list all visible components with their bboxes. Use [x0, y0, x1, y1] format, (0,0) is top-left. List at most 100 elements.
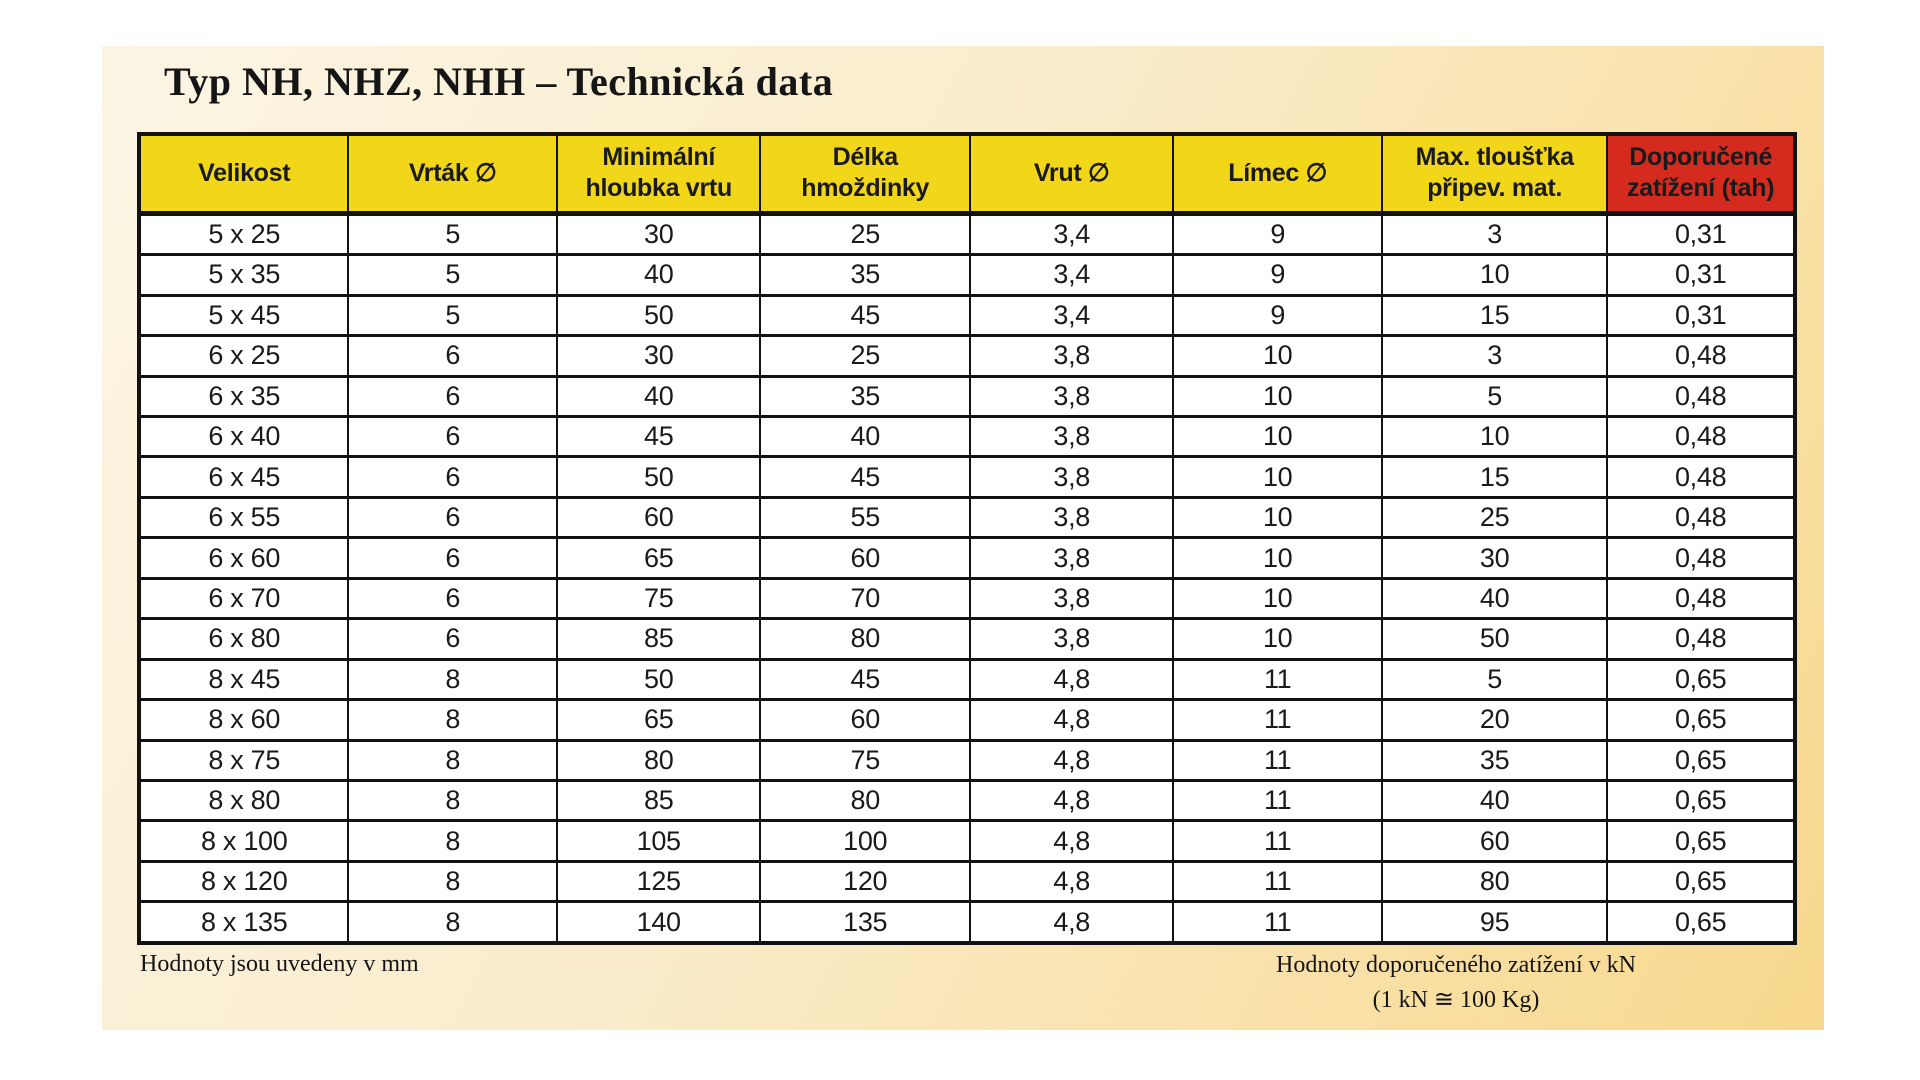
table-cell: 5 x 35: [137, 253, 350, 297]
footer-note-load: Hodnoty doporučeného zatížení v kN (1 kN…: [1150, 948, 1762, 1018]
table-cell: 10: [1172, 334, 1383, 378]
table-cell: 95: [1380, 900, 1609, 945]
table-cell: 140: [555, 900, 762, 945]
column-header: Max. tloušťka připev. mat.: [1380, 132, 1609, 216]
table-cell: 80: [555, 738, 762, 783]
table-row: 8 x 45 8 50 45 4,8 11 5 0,65: [137, 657, 1796, 702]
table-cell: 3,8: [968, 455, 1175, 499]
table-cell: 0,31: [1606, 253, 1796, 297]
table-cell: 11: [1172, 698, 1383, 742]
table-cell: 6: [347, 374, 558, 418]
table-cell: 10: [1172, 576, 1383, 621]
table-cell: 65: [555, 698, 762, 742]
table-cell: 3,8: [968, 536, 1175, 580]
table-cell: 0,48: [1606, 334, 1796, 378]
table-cell: 0,65: [1606, 819, 1796, 863]
table-row: 8 x 120 8 125 120 4,8 11 80 0,65: [137, 859, 1796, 904]
table-cell: 5: [347, 293, 558, 338]
technical-data-table: Velikost Vrták ∅ Minimální hloubka vrtu Dél…: [137, 132, 1797, 945]
table-cell: 8 x 60: [137, 698, 350, 742]
table-cell: 10: [1172, 617, 1383, 661]
column-header: Vrták ∅: [347, 132, 558, 216]
table-cell: 15: [1380, 455, 1609, 499]
column-header: Vrut ∅: [968, 132, 1175, 216]
table-cell: 50: [1380, 617, 1609, 661]
table-cell: 11: [1172, 900, 1383, 945]
table-cell: 9: [1172, 253, 1383, 297]
table-cell: 40: [759, 414, 971, 459]
table-cell: 3: [1380, 334, 1609, 378]
table-cell: 6: [347, 536, 558, 580]
table-row: 6 x 80 6 85 80 3,8 10 50 0,48: [137, 617, 1796, 661]
table-cell: 30: [555, 334, 762, 378]
table-cell: 75: [759, 738, 971, 783]
table-cell: 50: [555, 293, 762, 338]
table-cell: 35: [1380, 738, 1609, 783]
table-cell: 135: [759, 900, 971, 945]
table-cell: 70: [759, 576, 971, 621]
column-header: Minimální hloubka vrtu: [555, 132, 762, 216]
table-cell: 0,65: [1606, 900, 1796, 945]
table-cell: 3,4: [968, 253, 1175, 297]
table-cell: 5: [1380, 657, 1609, 702]
table-cell: 80: [759, 617, 971, 661]
table-cell: 35: [759, 374, 971, 418]
table-row: 5 x 35 5 40 35 3,4 9 10 0,31: [137, 253, 1796, 297]
table-cell: 4,8: [968, 900, 1175, 945]
table-cell: 4,8: [968, 698, 1175, 742]
table-cell: 3,8: [968, 334, 1175, 378]
table-cell: 105: [555, 819, 762, 863]
table-cell: 8: [347, 657, 558, 702]
table-cell: 5 x 45: [137, 293, 350, 338]
page-title: Typ NH, NHZ, NHH – Technická data: [164, 59, 834, 104]
table-cell: 6: [347, 495, 558, 540]
table-cell: 8 x 45: [137, 657, 350, 702]
table-cell: 85: [555, 617, 762, 661]
table-cell: 6 x 55: [137, 495, 350, 540]
footer-note-units: Hodnoty jsou uvedeny v mm: [140, 951, 419, 977]
table-cell: 35: [759, 253, 971, 297]
table-cell: 8: [347, 900, 558, 945]
table-cell: 10: [1172, 414, 1383, 459]
table-cell: 8: [347, 819, 558, 863]
table-cell: 9: [1172, 211, 1383, 257]
data-sheet-panel: Typ NH, NHZ, NHH – Technická data Veliko…: [102, 46, 1824, 1030]
table-cell: 11: [1172, 859, 1383, 904]
table-cell: 25: [759, 211, 971, 257]
table-cell: 8 x 75: [137, 738, 350, 783]
table-cell: 10: [1380, 253, 1609, 297]
table-cell: 10: [1172, 536, 1383, 580]
table-cell: 20: [1380, 698, 1609, 742]
table-cell: 11: [1172, 657, 1383, 702]
column-header: Délka hmoždinky: [759, 132, 971, 216]
column-header: Doporučené zatížení (tah): [1606, 132, 1796, 216]
table-cell: 60: [1380, 819, 1609, 863]
table-cell: 3: [1380, 211, 1609, 257]
footer-note-load-line2: (1 kN ≅ 100 Kg): [1372, 986, 1540, 1013]
table-cell: 60: [759, 698, 971, 742]
table-row: 8 x 135 8 140 135 4,8 11 95 0,65: [137, 900, 1796, 945]
table-cell: 6 x 45: [137, 455, 350, 499]
table-cell: 3,4: [968, 211, 1175, 257]
table-cell: 0,48: [1606, 414, 1796, 459]
table-cell: 10: [1380, 414, 1609, 459]
table-cell: 5: [1380, 374, 1609, 418]
table-cell: 0,48: [1606, 374, 1796, 418]
table-cell: 6: [347, 576, 558, 621]
table-cell: 25: [1380, 495, 1609, 540]
table-cell: 4,8: [968, 819, 1175, 863]
table-cell: 4,8: [968, 779, 1175, 823]
table-cell: 6 x 25: [137, 334, 350, 378]
table-cell: 6: [347, 414, 558, 459]
table-cell: 75: [555, 576, 762, 621]
table-cell: 11: [1172, 738, 1383, 783]
table-cell: 8: [347, 738, 558, 783]
table-cell: 0,48: [1606, 455, 1796, 499]
table-header-row: Velikost Vrták ∅ Minimální hloubka vrtu Dél…: [137, 132, 1796, 216]
table-cell: 40: [1380, 779, 1609, 823]
table-cell: 6: [347, 617, 558, 661]
table-cell: 40: [1380, 576, 1609, 621]
table-row: 6 x 45 6 50 45 3,8 10 15 0,48: [137, 455, 1796, 499]
table-cell: 8 x 80: [137, 779, 350, 823]
